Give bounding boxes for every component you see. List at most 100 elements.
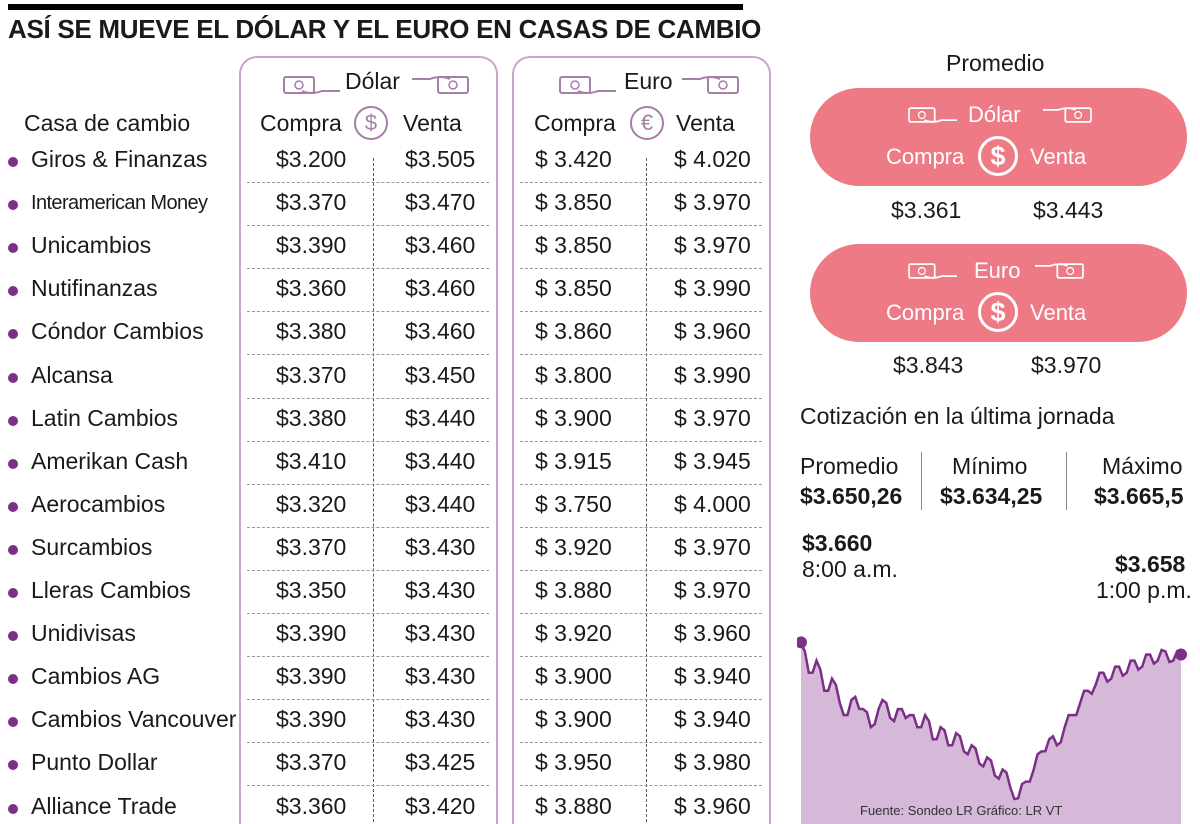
money-hand-icon xyxy=(283,76,340,94)
table-row: Giros & Finanzas $3.200 $3.505 $ 3.420 $ 4.0… xyxy=(0,140,780,183)
dolar-venta-value: $3.470 xyxy=(405,189,476,216)
maximo-stat-label: Máximo xyxy=(1102,453,1183,479)
bullet-icon xyxy=(8,544,18,555)
casa-name: Interamerican Money xyxy=(31,192,208,215)
table-row: Surcambios $3.370 $3.430 $ 3.920 $ 3.970 xyxy=(0,528,780,571)
promedio-euro-compra-label: Compra xyxy=(886,300,965,325)
dolar-compra-value: $3.390 xyxy=(276,706,347,733)
cotizacion-title: Cotización en la última jornada xyxy=(800,403,1115,429)
row-divider xyxy=(520,225,762,227)
euro-column-box xyxy=(512,56,771,824)
money-hand-icon xyxy=(412,76,469,94)
table-row: Amerikan Cash $3.410 $3.440 $ 3.915 $ 3.945 xyxy=(0,442,780,485)
euro-venta-value: $ 3.960 xyxy=(674,620,751,647)
dolar-venta-value: $3.440 xyxy=(405,404,476,431)
table-row: Cambios Vancouver $3.390 $3.430 $ 3.900 $ 3.… xyxy=(0,700,780,744)
money-hand-icon xyxy=(559,76,616,94)
casa-name: Nutifinanzas xyxy=(31,275,158,302)
chart-end-value: $3.658 xyxy=(1115,551,1186,577)
euro-column-divider xyxy=(646,158,647,822)
euro-compra-value: $ 3.850 xyxy=(535,189,612,216)
dolar-venta-value: $3.425 xyxy=(405,749,476,776)
euro-venta-value: $ 3.970 xyxy=(674,189,751,216)
euro-compra-value: $ 3.950 xyxy=(535,749,612,776)
col-header-dolar-venta: Venta xyxy=(403,110,462,136)
chart-end-point xyxy=(1175,648,1187,661)
bullet-icon xyxy=(8,631,18,642)
row-divider xyxy=(520,397,762,399)
row-divider xyxy=(247,785,489,787)
bullet-icon xyxy=(8,415,18,426)
promedio-title: Promedio xyxy=(946,50,1045,76)
euro-venta-value: $ 3.970 xyxy=(674,533,751,560)
promedio-euro-venta: $3.970 xyxy=(1031,352,1102,378)
dolar-compra-value: $3.350 xyxy=(276,577,347,603)
table-row: Cóndor Cambios $3.380 $3.460 $ 3.860 $ 3.960 xyxy=(0,312,780,356)
dolar-venta-value: $3.430 xyxy=(405,577,476,603)
dolar-group-label: Dólar xyxy=(345,68,400,94)
dolar-venta-value: $3.505 xyxy=(405,146,476,172)
row-divider xyxy=(247,354,489,356)
casa-name: Unidivisas xyxy=(31,620,136,647)
col-header-euro-compra: Compra xyxy=(534,110,616,136)
row-divider xyxy=(247,526,489,528)
table-row: Cambios AG $3.390 $3.430 $ 3.900 $ 3.940 xyxy=(0,657,780,701)
dolar-compra-value: $3.370 xyxy=(276,749,347,776)
money-hand-icon xyxy=(908,107,957,123)
dolar-venta-value: $3.430 xyxy=(405,663,476,690)
row-divider xyxy=(520,569,762,571)
euro-venta-value: $ 3.990 xyxy=(674,361,751,388)
dolar-venta-value: $3.460 xyxy=(405,275,476,302)
euro-group-label: Euro xyxy=(624,68,673,94)
euro-venta-value: $ 3.970 xyxy=(674,577,751,603)
bullet-icon xyxy=(8,458,18,469)
title-bar-rule xyxy=(8,4,743,10)
table-row: Nutifinanzas $3.360 $3.460 $ 3.850 $ 3.990 xyxy=(0,269,780,313)
promedio-dolar-pill: Dólar Compra $ Venta xyxy=(810,88,1187,186)
minimo-stat-value: $3.634,25 xyxy=(940,483,1043,509)
euro-coin-icon: € xyxy=(630,106,664,140)
euro-compra-value: $ 3.920 xyxy=(535,533,612,560)
casa-name: Lleras Cambios xyxy=(31,577,191,603)
casa-name: Amerikan Cash xyxy=(31,447,189,474)
euro-venta-value: $ 3.960 xyxy=(674,792,751,819)
row-divider xyxy=(520,440,762,442)
euro-compra-value: $ 3.750 xyxy=(535,490,612,517)
casa-name: Cambios Vancouver xyxy=(31,706,237,733)
euro-venta-value: $ 3.970 xyxy=(674,232,751,259)
dolar-compra-value: $3.370 xyxy=(276,533,347,560)
promedio-dolar-label: Dólar xyxy=(968,102,1021,127)
euro-compra-value: $ 3.880 xyxy=(535,577,612,603)
euro-venta-value: $ 3.990 xyxy=(674,275,751,302)
dolar-compra-value: $3.410 xyxy=(276,447,347,474)
row-divider xyxy=(247,268,489,270)
euro-venta-value: $ 4.020 xyxy=(674,146,751,172)
casa-name: Punto Dollar xyxy=(31,749,158,776)
money-hand-icon xyxy=(1035,263,1084,279)
col-header-euro-venta: Venta xyxy=(676,110,735,136)
row-divider xyxy=(520,656,762,658)
bullet-icon xyxy=(8,803,18,814)
euro-venta-value: $ 3.940 xyxy=(674,663,751,690)
money-hand-icon xyxy=(1043,107,1092,123)
dolar-venta-value: $3.420 xyxy=(405,792,476,819)
promedio-dolar-venta: $3.443 xyxy=(1033,197,1104,223)
euro-compra-value: $ 3.850 xyxy=(535,275,612,302)
euro-venta-value: $ 3.960 xyxy=(674,318,751,345)
row-divider xyxy=(247,397,489,399)
bullet-icon xyxy=(8,717,18,728)
promedio-stat-label: Promedio xyxy=(800,453,899,479)
row-divider xyxy=(247,483,489,485)
dolar-compra-value: $3.390 xyxy=(276,232,347,259)
casa-name: Unicambios xyxy=(31,232,152,259)
euro-compra-value: $ 3.800 xyxy=(535,361,612,388)
promedio-euro-pill: Euro Compra $ Venta xyxy=(810,244,1187,342)
euro-compra-value: $ 3.920 xyxy=(535,620,612,647)
dollar-coin-icon: $ xyxy=(978,292,1018,332)
page-title: ASÍ SE MUEVE EL DÓLAR Y EL EURO EN CASAS… xyxy=(8,14,762,44)
euro-compra-value: $ 3.850 xyxy=(535,232,612,259)
dolar-venta-value: $3.430 xyxy=(405,620,476,647)
casa-name: Cóndor Cambios xyxy=(31,318,204,345)
row-divider xyxy=(247,613,489,614)
dolar-compra-value: $3.380 xyxy=(276,318,347,345)
